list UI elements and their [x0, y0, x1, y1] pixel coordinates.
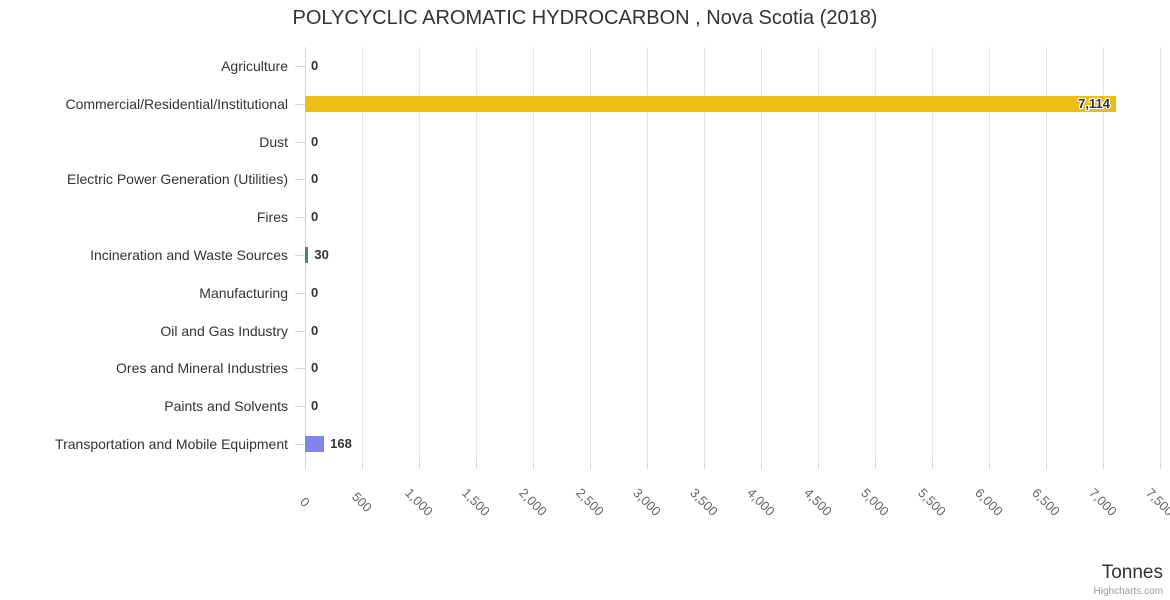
bar[interactable] [305, 436, 325, 453]
gridline [1046, 47, 1047, 463]
x-axis-tick-label: 3,000 [630, 485, 664, 519]
x-axis-tick-label: 7,000 [1086, 485, 1120, 519]
value-label: 0 [311, 398, 319, 414]
category-label: Dust [259, 133, 288, 150]
gridline [932, 47, 933, 463]
category-tick [295, 65, 305, 67]
gridline [590, 47, 591, 463]
x-axis-tick [1046, 463, 1047, 469]
x-axis-tick [875, 463, 876, 469]
x-axis-tick [1160, 463, 1161, 469]
category-label: Electric Power Generation (Utilities) [67, 171, 288, 188]
bar[interactable] [305, 95, 1116, 112]
category-tick [295, 292, 305, 294]
x-axis-tick-label: 7,500 [1143, 485, 1170, 519]
gridline [1103, 47, 1104, 463]
value-label: 0 [311, 171, 319, 187]
gridline [875, 47, 876, 463]
category-tick [295, 444, 305, 446]
category-label: Commercial/Residential/Institutional [65, 95, 288, 112]
category-label: Transportation and Mobile Equipment [55, 436, 288, 453]
x-axis-tick [590, 463, 591, 469]
x-axis-tick [818, 463, 819, 469]
category-label: Manufacturing [199, 284, 288, 301]
value-label: 0 [311, 322, 319, 338]
category-label: Paints and Solvents [164, 398, 288, 415]
category-label: Fires [256, 209, 288, 226]
x-axis-tick-label: 3,500 [687, 485, 721, 519]
x-axis-tick [989, 463, 990, 469]
x-axis-tick [476, 463, 477, 469]
x-axis-tick [704, 463, 705, 469]
category-tick [295, 255, 305, 256]
x-axis-tick [932, 463, 933, 469]
bar[interactable] [305, 247, 309, 263]
value-label: 0 [311, 133, 319, 149]
highcharts-credit-link[interactable]: Highcharts.com [1093, 586, 1163, 597]
x-axis-tick-label: 2,000 [516, 485, 550, 519]
x-axis-tick-label: 1,500 [459, 485, 493, 519]
x-axis-tick [362, 463, 363, 469]
category-tick [295, 179, 305, 181]
category-tick [295, 330, 305, 332]
value-label: 0 [311, 360, 319, 376]
x-axis-tick-label: 2,500 [573, 485, 607, 519]
x-axis-tick-label: 4,000 [744, 485, 778, 519]
gridline [647, 47, 648, 463]
x-axis-tick-label: 500 [349, 489, 375, 515]
x-axis-tick [419, 463, 420, 469]
x-axis-tick-label: 1,000 [402, 485, 436, 519]
category-tick [295, 103, 305, 105]
category-tick [295, 217, 305, 219]
category-tick [295, 368, 305, 370]
x-axis-tick-label: 5,500 [915, 485, 949, 519]
value-label: 7,114 [1078, 95, 1110, 111]
gridline [362, 47, 363, 463]
x-axis-tick-label: 6,500 [1029, 485, 1063, 519]
gridline [419, 47, 420, 463]
value-label: 0 [311, 284, 319, 300]
x-axis-tick [1103, 463, 1104, 469]
gridline [989, 47, 990, 463]
x-axis-tick-label: 0 [297, 494, 313, 510]
value-label: 168 [330, 436, 352, 452]
value-label: 30 [314, 247, 329, 262]
gridline [818, 47, 819, 463]
x-axis-tick [647, 463, 648, 469]
gridline [761, 47, 762, 463]
category-label: Ores and Mineral Industries [116, 360, 288, 377]
category-tick [295, 406, 305, 408]
x-axis-tick [533, 463, 534, 469]
x-axis-tick [305, 463, 306, 469]
gridline [476, 47, 477, 463]
gridline [704, 47, 705, 463]
chart-title: POLYCYCLIC AROMATIC HYDROCARBON , Nova S… [292, 7, 878, 29]
value-label: 0 [311, 209, 319, 225]
x-axis-tick-label: 4,500 [801, 485, 835, 519]
category-tick [295, 141, 305, 143]
category-label: Agriculture [221, 57, 288, 74]
x-axis-tick [761, 463, 762, 469]
x-axis-tick-label: 6,000 [972, 485, 1006, 519]
value-label: 0 [311, 57, 319, 73]
category-label: Oil and Gas Industry [160, 322, 288, 339]
gridline [533, 47, 534, 463]
gridline [1160, 47, 1161, 463]
x-axis-title: Tonnes [1101, 562, 1163, 583]
x-axis-tick-label: 5,000 [858, 485, 892, 519]
category-label: Incineration and Waste Sources [90, 247, 288, 263]
